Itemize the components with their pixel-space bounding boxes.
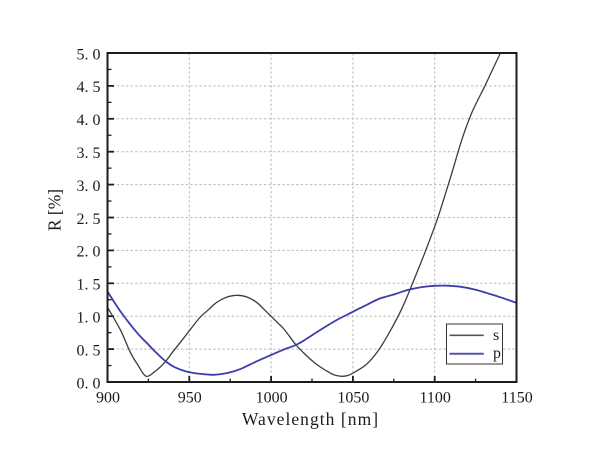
- svg-text:2. 0: 2. 0: [77, 244, 101, 261]
- svg-text:p: p: [493, 345, 501, 362]
- svg-text:1150: 1150: [501, 390, 532, 407]
- svg-text:5. 0: 5. 0: [77, 46, 101, 63]
- svg-text:s: s: [493, 327, 499, 344]
- svg-text:1100: 1100: [419, 390, 450, 407]
- svg-text:1. 5: 1. 5: [77, 277, 101, 294]
- svg-text:0. 0: 0. 0: [77, 375, 101, 392]
- svg-text:2. 5: 2. 5: [77, 211, 101, 228]
- svg-text:3. 0: 3. 0: [77, 178, 101, 195]
- svg-text:4. 5: 4. 5: [77, 79, 101, 96]
- svg-text:1050: 1050: [337, 390, 369, 407]
- svg-text:Wavelength [nm]: Wavelength [nm]: [242, 409, 379, 429]
- svg-text:0. 5: 0. 5: [77, 342, 101, 359]
- svg-text:1000: 1000: [256, 390, 288, 407]
- svg-text:3. 5: 3. 5: [77, 145, 101, 162]
- svg-text:4. 0: 4. 0: [77, 112, 101, 129]
- svg-text:900: 900: [96, 390, 120, 407]
- svg-text:950: 950: [178, 390, 202, 407]
- svg-text:1. 0: 1. 0: [77, 310, 101, 327]
- svg-text:R [%]: R [%]: [44, 189, 64, 231]
